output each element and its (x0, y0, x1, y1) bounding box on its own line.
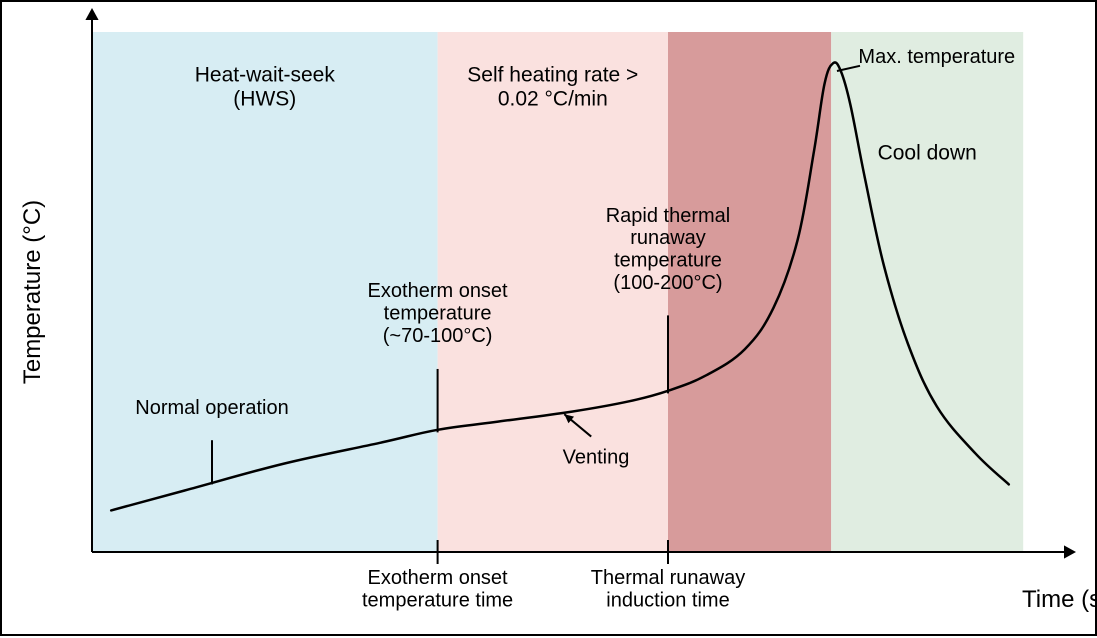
region-label-cooldown: Cool down (878, 141, 977, 164)
curve-label-normal-op: Normal operation (135, 397, 288, 419)
curve-label-rapid-runaway: Rapid thermalrunawaytemperature(100-200°… (606, 205, 731, 294)
x-axis-arrow (1064, 545, 1076, 558)
y-axis-arrow (85, 8, 98, 20)
y-axis-label: Temperature (°C) (19, 200, 46, 384)
x-label-runaway-time: Thermal runawayinduction time (591, 567, 746, 611)
curve-label-exo-onset-temp: Exotherm onsettemperature(~70-100°C) (368, 280, 509, 347)
venting-label: Venting (563, 447, 630, 469)
max-temp-label: Max. temperature (858, 46, 1015, 68)
x-axis-label: Time (s) (1022, 586, 1097, 613)
x-label-exo-onset-time: Exotherm onsettemperature time (362, 567, 513, 611)
region-cooldown (831, 32, 1023, 552)
thermal-runaway-diagram: Heat-wait-seek(HWS)Self heating rate >0.… (2, 2, 1097, 638)
diagram-frame: Heat-wait-seek(HWS)Self heating rate >0.… (0, 0, 1097, 636)
